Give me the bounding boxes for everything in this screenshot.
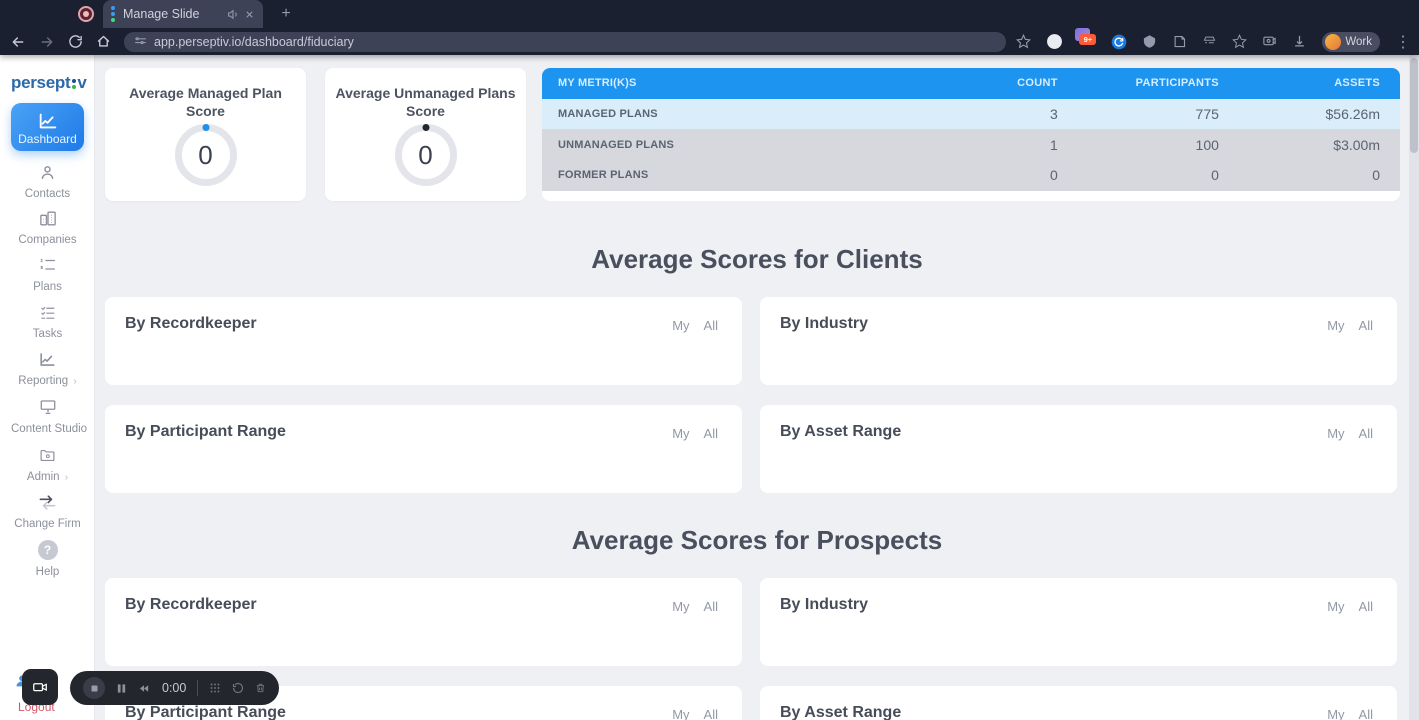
svg-text:@: @ xyxy=(1051,38,1059,47)
